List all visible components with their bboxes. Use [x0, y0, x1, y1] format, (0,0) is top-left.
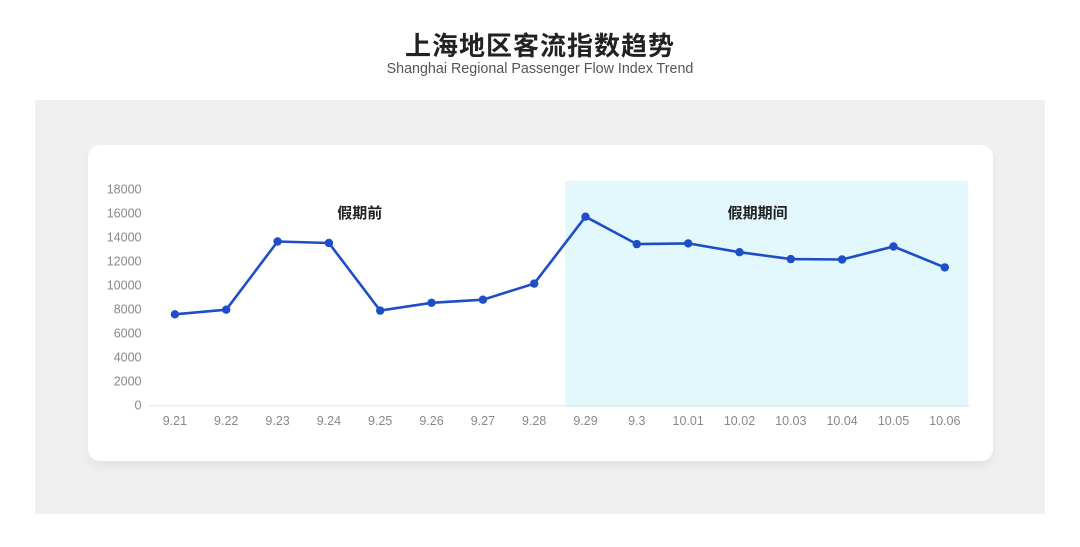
svg-text:9.22: 9.22	[214, 414, 238, 428]
svg-text:12000: 12000	[107, 255, 142, 269]
svg-text:0: 0	[135, 399, 142, 413]
svg-text:6000: 6000	[114, 327, 142, 341]
svg-text:10.05: 10.05	[878, 414, 909, 428]
svg-text:假期前: 假期前	[337, 202, 382, 223]
svg-text:14000: 14000	[107, 231, 142, 245]
svg-text:9.23: 9.23	[265, 414, 289, 428]
svg-text:8000: 8000	[114, 303, 142, 317]
svg-text:18000: 18000	[107, 183, 142, 197]
svg-text:9.21: 9.21	[163, 414, 187, 428]
svg-text:9.28: 9.28	[522, 414, 546, 428]
svg-text:9.27: 9.27	[471, 414, 495, 428]
svg-text:9.26: 9.26	[419, 414, 443, 428]
svg-text:10.06: 10.06	[929, 414, 960, 428]
svg-text:16000: 16000	[107, 207, 142, 221]
svg-text:2000: 2000	[114, 375, 142, 389]
svg-text:10.02: 10.02	[724, 414, 755, 428]
svg-text:9.29: 9.29	[573, 414, 597, 428]
svg-text:假期期间: 假期期间	[728, 202, 788, 223]
svg-text:10.04: 10.04	[826, 414, 857, 428]
svg-text:4000: 4000	[114, 351, 142, 365]
svg-text:9.3: 9.3	[628, 414, 645, 428]
svg-text:10.01: 10.01	[673, 414, 704, 428]
svg-text:10000: 10000	[107, 279, 142, 293]
svg-text:9.25: 9.25	[368, 414, 392, 428]
svg-text:10.03: 10.03	[775, 414, 806, 428]
svg-text:9.24: 9.24	[317, 414, 341, 428]
